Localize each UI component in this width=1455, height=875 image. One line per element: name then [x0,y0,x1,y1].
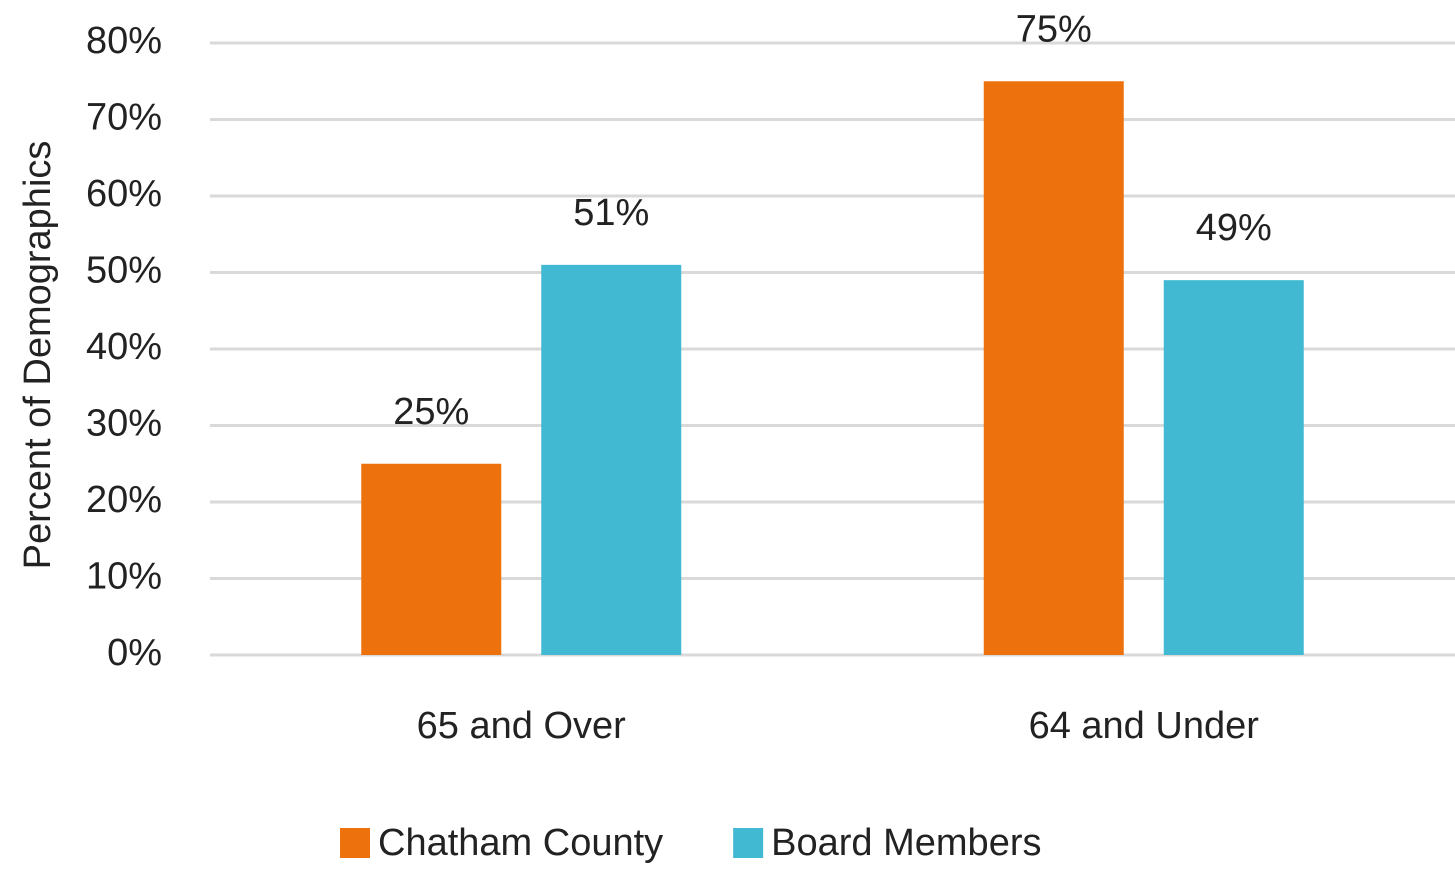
legend-label: Board Members [771,822,1041,864]
legend-swatch [733,828,764,858]
data-label: 51% [573,192,649,234]
data-label: 75% [1016,8,1092,50]
bar [983,81,1124,655]
x-tick-label: 64 and Under [1029,705,1260,747]
bar [361,463,502,655]
legend-swatch [340,828,370,858]
bar [1163,280,1304,655]
y-tick-label: 10% [86,556,162,598]
legend-label: Chatham County [378,822,663,864]
y-tick-label: 80% [86,20,162,62]
data-label: 25% [393,391,469,433]
y-tick-label: 20% [86,479,162,521]
y-axis-label: Percent of Demographics [17,141,59,570]
y-tick-label: 60% [86,173,162,215]
y-tick-label: 40% [86,326,162,368]
bar [541,264,682,655]
y-tick-label: 30% [86,403,162,445]
x-tick-label: 65 and Over [417,705,626,747]
y-tick-label: 50% [86,250,162,292]
data-label: 49% [1196,207,1272,249]
y-tick-label: 0% [107,632,162,674]
y-tick-label: 70% [86,97,162,139]
